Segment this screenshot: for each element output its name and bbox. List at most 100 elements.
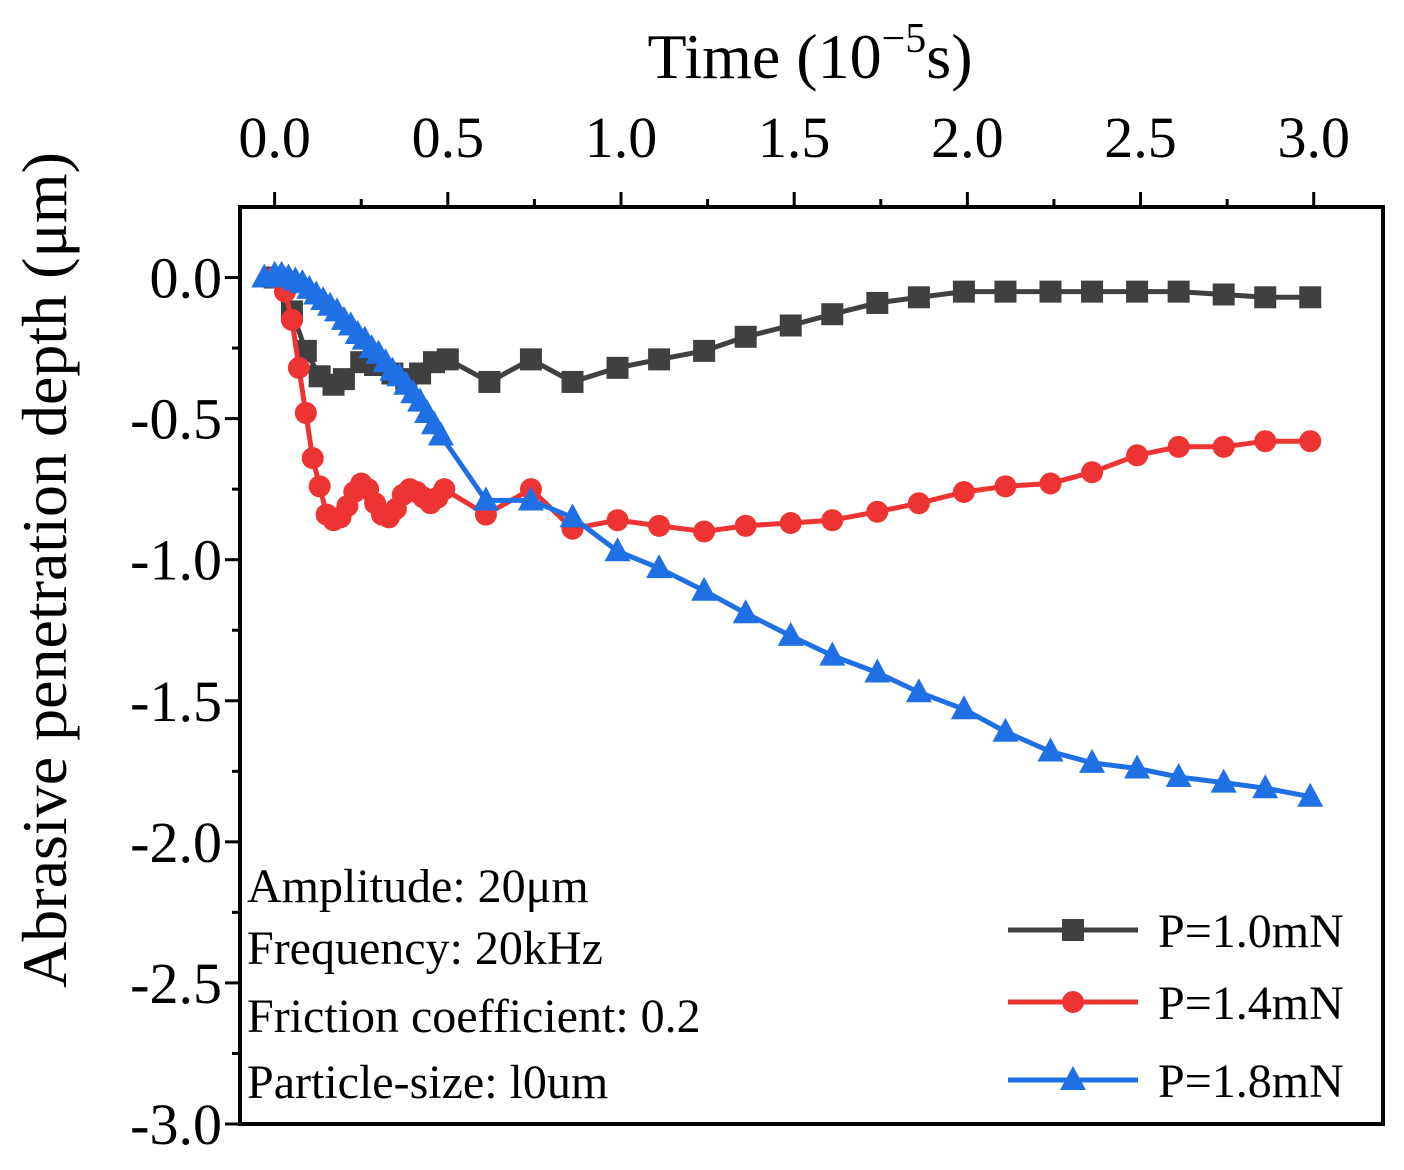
data-point bbox=[1037, 737, 1064, 762]
legend-label: P=1.4mN bbox=[1158, 977, 1344, 1030]
y-tick-label: -3.0 bbox=[130, 1092, 222, 1157]
data-point bbox=[606, 356, 629, 379]
series-triangle bbox=[251, 260, 1324, 807]
data-point bbox=[436, 348, 459, 371]
data-point bbox=[734, 514, 757, 537]
data-point bbox=[952, 280, 975, 303]
data-point bbox=[433, 478, 456, 501]
data-point bbox=[950, 695, 977, 720]
data-point bbox=[294, 401, 317, 424]
data-point bbox=[1212, 435, 1235, 458]
legend-item: P=1.8mN bbox=[1008, 1055, 1344, 1108]
y-tick-label: -0.5 bbox=[130, 387, 222, 452]
data-point bbox=[646, 554, 673, 579]
data-point bbox=[821, 303, 844, 326]
data-point bbox=[734, 325, 757, 348]
series-line bbox=[263, 272, 1311, 800]
data-point bbox=[693, 339, 716, 362]
data-point bbox=[907, 286, 930, 309]
x-tick-label: 1.0 bbox=[585, 105, 658, 170]
annotation-amplitude: Amplitude: 20μm bbox=[247, 860, 589, 913]
x-axis-title-unit: s) bbox=[926, 21, 972, 92]
x-axis-title: Time (10−5s) bbox=[647, 16, 972, 92]
data-point bbox=[866, 291, 889, 314]
data-point bbox=[1254, 430, 1277, 453]
data-point bbox=[1212, 283, 1235, 306]
y-tick-label: -1.0 bbox=[130, 528, 222, 593]
x-tick-label: 2.5 bbox=[1104, 105, 1177, 170]
legend: P=1.0mN P=1.4mN P=1.8mN bbox=[1008, 905, 1344, 1108]
data-point bbox=[1039, 472, 1062, 495]
legend-marker bbox=[1060, 1066, 1086, 1090]
data-point bbox=[606, 509, 629, 532]
annotation-particle-size: Particle-size: l0um bbox=[247, 1056, 608, 1109]
legend-label: P=1.8mN bbox=[1158, 1055, 1344, 1108]
data-point bbox=[821, 509, 844, 532]
data-point bbox=[517, 486, 544, 511]
data-point bbox=[478, 370, 501, 393]
data-point bbox=[1081, 461, 1104, 484]
data-series bbox=[251, 260, 1324, 807]
data-point bbox=[519, 348, 542, 371]
y-axis-ticks: 0.0 -0.5 -1.0 -1.5 -2.0 -2.5 -3.0 bbox=[130, 246, 240, 1157]
annotation-friction: Friction coefficient: 0.2 bbox=[247, 990, 701, 1043]
data-point bbox=[301, 447, 324, 470]
data-point bbox=[1167, 280, 1190, 303]
x-tick-label: 0.5 bbox=[412, 105, 485, 170]
data-point bbox=[905, 678, 932, 703]
data-point bbox=[559, 503, 586, 528]
data-point bbox=[866, 500, 889, 523]
data-point bbox=[864, 658, 891, 683]
data-point bbox=[1254, 286, 1277, 309]
legend-marker bbox=[1062, 991, 1084, 1013]
data-point bbox=[952, 480, 975, 503]
data-point bbox=[819, 641, 846, 666]
data-point bbox=[648, 514, 671, 537]
data-point bbox=[308, 475, 331, 498]
data-point bbox=[907, 492, 930, 515]
data-point bbox=[1124, 754, 1151, 779]
data-point bbox=[604, 537, 631, 562]
data-point bbox=[1167, 435, 1190, 458]
y-tick-label: -1.5 bbox=[130, 669, 222, 734]
data-point bbox=[994, 475, 1017, 498]
y-tick-label: -2.5 bbox=[130, 951, 222, 1016]
data-point bbox=[648, 348, 671, 371]
data-point bbox=[779, 314, 802, 337]
data-point bbox=[1039, 280, 1062, 303]
data-point bbox=[561, 370, 584, 393]
data-point bbox=[779, 512, 802, 535]
parameter-annotations: Amplitude: 20μm Frequency: 20kHz Frictio… bbox=[247, 860, 701, 1109]
x-tick-label: 2.0 bbox=[931, 105, 1004, 170]
annotation-frequency: Frequency: 20kHz bbox=[247, 922, 603, 975]
x-axis-title-exponent: −5 bbox=[882, 16, 927, 62]
y-tick-label: -2.0 bbox=[130, 810, 222, 875]
data-point bbox=[1297, 782, 1324, 807]
data-point bbox=[287, 356, 310, 379]
y-tick-label: 0.0 bbox=[150, 246, 223, 311]
plot-border bbox=[238, 205, 1385, 1126]
data-point bbox=[994, 280, 1017, 303]
x-axis-ticks: 0.0 0.5 1.0 1.5 2.0 2.5 3.0 bbox=[238, 105, 1350, 207]
data-point bbox=[1126, 444, 1149, 467]
legend-item: P=1.4mN bbox=[1008, 977, 1344, 1030]
series-square bbox=[263, 266, 1322, 396]
data-point bbox=[280, 308, 303, 331]
legend-marker bbox=[1062, 919, 1084, 941]
data-point bbox=[1299, 430, 1322, 453]
data-point bbox=[332, 368, 355, 391]
data-point bbox=[1299, 286, 1322, 309]
y-axis-title: Abrasive penetration depth (μm) bbox=[9, 152, 80, 988]
data-point bbox=[777, 621, 804, 646]
data-point bbox=[294, 339, 317, 362]
data-point bbox=[732, 599, 759, 624]
plot-frame bbox=[238, 205, 1385, 1126]
legend-item: P=1.0mN bbox=[1008, 905, 1344, 958]
x-tick-label: 0.0 bbox=[238, 105, 311, 170]
data-point bbox=[427, 421, 454, 446]
data-point bbox=[1210, 768, 1237, 793]
legend-label: P=1.0mN bbox=[1158, 905, 1344, 958]
x-tick-label: 3.0 bbox=[1277, 105, 1350, 170]
x-tick-label: 1.5 bbox=[758, 105, 831, 170]
